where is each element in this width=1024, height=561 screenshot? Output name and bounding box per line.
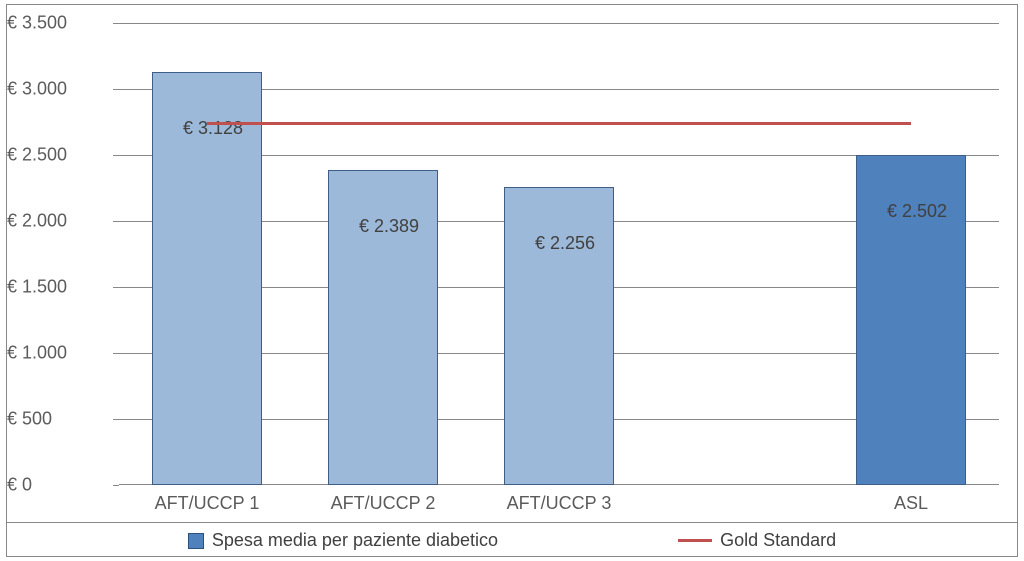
y-axis-label: € 3.500 (7, 13, 97, 34)
gold-standard-line (207, 122, 911, 125)
y-tick (113, 353, 119, 354)
bar-value-label: € 2.502 (887, 201, 947, 222)
legend-label-bars: Spesa media per paziente diabetico (212, 530, 498, 551)
plot-area: € 3.128€ 2.389€ 2.256€ 2.502 (119, 23, 999, 485)
chart-frame: € 3.128€ 2.389€ 2.256€ 2.502 € 0€ 500€ 1… (6, 4, 1018, 557)
bar (504, 187, 613, 485)
legend-swatch-line-icon (678, 539, 712, 542)
y-axis-label: € 1.000 (7, 343, 97, 364)
y-tick (113, 23, 119, 24)
y-axis-label: € 0 (7, 475, 97, 496)
y-axis-label: € 2.000 (7, 211, 97, 232)
y-axis-label: € 3.000 (7, 79, 97, 100)
legend-swatch-box-icon (188, 533, 204, 549)
legend-label-line: Gold Standard (720, 530, 836, 551)
x-axis-category-label: AFT/UCCP 1 (155, 493, 260, 514)
chart-legend: Spesa media per paziente diabetico Gold … (6, 522, 1018, 558)
y-axis-label: € 2.500 (7, 145, 97, 166)
legend-item-bars: Spesa media per paziente diabetico (188, 530, 498, 551)
bar-value-label: € 2.389 (359, 216, 419, 237)
y-tick (113, 287, 119, 288)
y-tick (113, 155, 119, 156)
y-tick (113, 89, 119, 90)
y-tick (113, 221, 119, 222)
x-axis-category-label: AFT/UCCP 2 (331, 493, 436, 514)
x-axis-category-label: AFT/UCCP 3 (507, 493, 612, 514)
gridline (119, 23, 999, 24)
y-axis-label: € 500 (7, 409, 97, 430)
bar-value-label: € 2.256 (535, 233, 595, 254)
y-tick (113, 485, 119, 486)
y-tick (113, 419, 119, 420)
legend-item-line: Gold Standard (678, 530, 836, 551)
x-axis-category-label: ASL (894, 493, 928, 514)
y-axis-label: € 1.500 (7, 277, 97, 298)
